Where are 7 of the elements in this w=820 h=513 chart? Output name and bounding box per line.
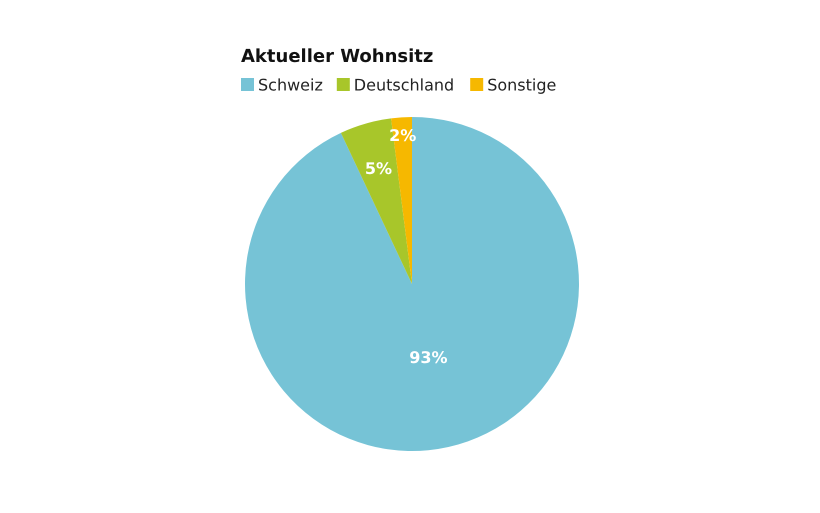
legend-label: Sonstige (487, 76, 556, 94)
chart-title: Aktueller Wohnsitz (241, 46, 434, 67)
legend-label: Deutschland (354, 76, 454, 94)
data-label: 93% (409, 348, 448, 367)
legend-label: Schweiz (258, 76, 323, 94)
data-label: 5% (364, 159, 392, 178)
pie-slice (245, 117, 579, 451)
